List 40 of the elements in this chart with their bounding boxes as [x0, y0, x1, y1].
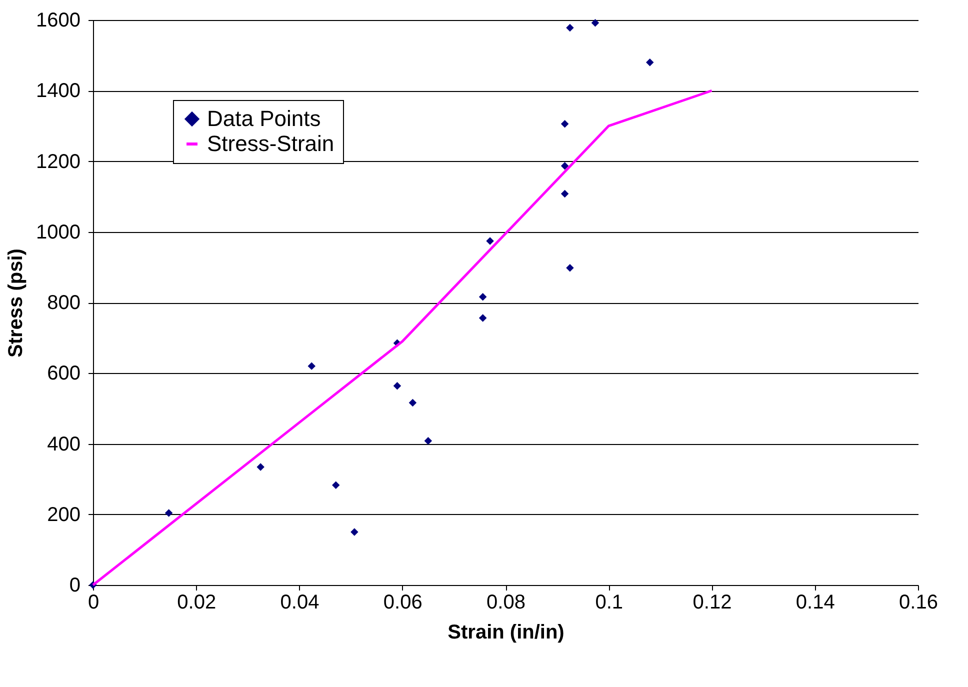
point — [393, 382, 402, 390]
point — [408, 398, 417, 407]
y-tick-label: 1000 — [36, 221, 80, 244]
point — [646, 58, 654, 66]
point — [560, 190, 569, 198]
x-tick-label: 0.12 — [692, 592, 732, 614]
x-tick-label: 0.14 — [796, 592, 835, 614]
point — [478, 292, 487, 301]
point — [560, 120, 569, 128]
legend-label: Data Points — [207, 106, 321, 131]
point — [486, 237, 494, 245]
y-tick-label: 1600 — [36, 10, 80, 32]
point — [478, 314, 487, 322]
x-axis-title: Strain (in/in) — [448, 622, 564, 644]
point — [350, 528, 358, 536]
point — [566, 264, 574, 272]
y-tick-label: 400 — [47, 433, 80, 456]
y-tick-label: 200 — [47, 504, 80, 526]
x-tick-label: 0 — [88, 592, 100, 614]
x-tick-label: 0.1 — [595, 592, 624, 614]
point — [566, 24, 574, 32]
y-tick-label: 600 — [47, 362, 80, 385]
y-tick-label: 1200 — [36, 150, 80, 173]
y-tick-label: 800 — [47, 292, 80, 314]
point — [560, 162, 569, 170]
y-tick-label: 0 — [69, 574, 80, 596]
x-tick-label: 0.06 — [383, 592, 422, 614]
point — [424, 437, 432, 445]
x-tick-label: 0.02 — [177, 592, 216, 614]
x-tick-label: 0.04 — [280, 592, 320, 614]
x-tick-label: 0.16 — [899, 592, 938, 614]
point — [591, 18, 600, 27]
point — [308, 362, 316, 370]
point — [164, 509, 173, 517]
y-axis-title: Stress (psi) — [5, 248, 28, 358]
point — [332, 481, 340, 489]
x-tick-label: 0.08 — [486, 592, 526, 614]
legend-label: Stress-Strain — [207, 131, 334, 156]
y-tick-label: 1400 — [36, 80, 80, 102]
point — [256, 463, 264, 471]
